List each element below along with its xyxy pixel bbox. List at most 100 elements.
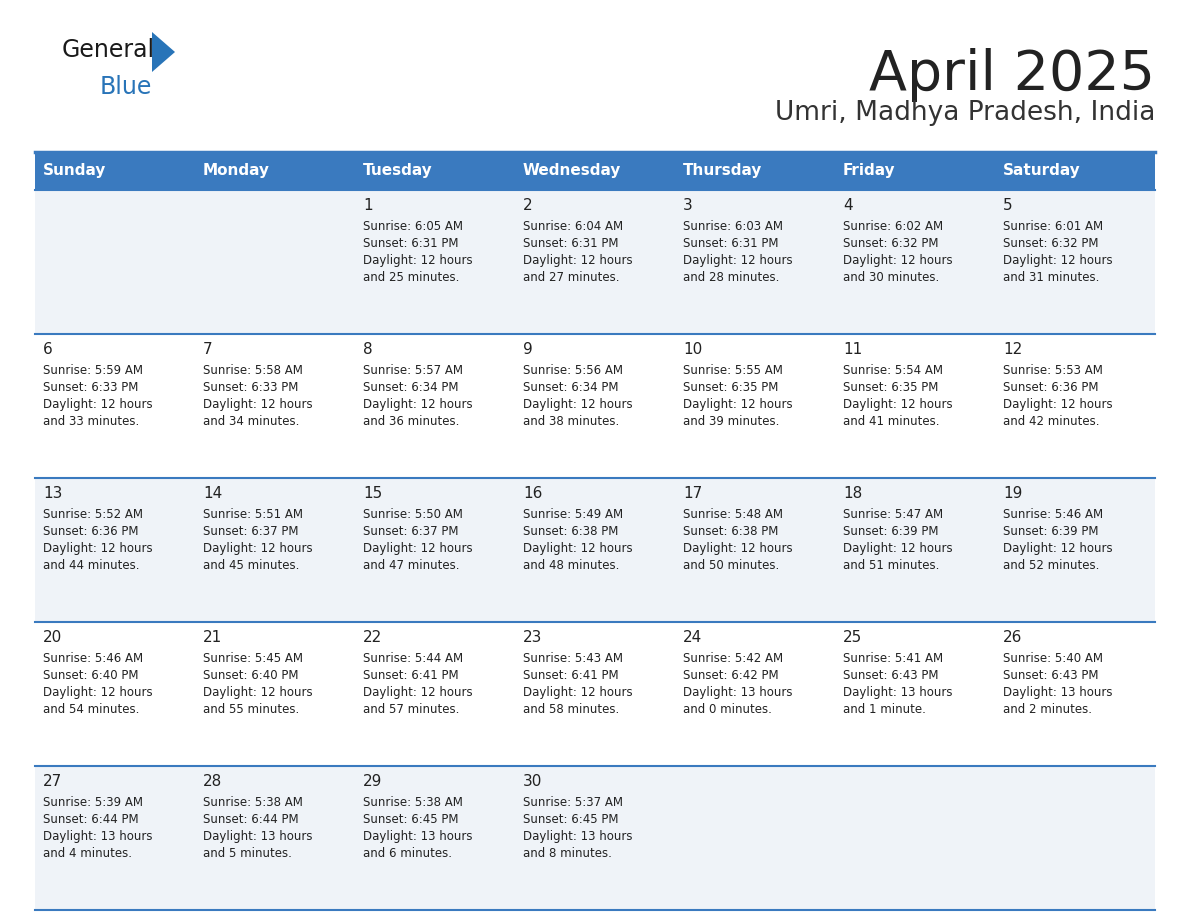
Text: Daylight: 12 hours: Daylight: 12 hours — [683, 398, 792, 411]
Text: Sunset: 6:41 PM: Sunset: 6:41 PM — [364, 669, 459, 682]
Text: Daylight: 12 hours: Daylight: 12 hours — [523, 398, 633, 411]
Text: Thursday: Thursday — [683, 163, 763, 178]
Text: and 54 minutes.: and 54 minutes. — [43, 703, 139, 716]
Text: Sunset: 6:36 PM: Sunset: 6:36 PM — [1003, 381, 1099, 394]
Text: Sunset: 6:36 PM: Sunset: 6:36 PM — [43, 525, 139, 538]
Text: Sunrise: 6:02 AM: Sunrise: 6:02 AM — [843, 220, 943, 233]
Text: 21: 21 — [203, 630, 222, 645]
Bar — [34, 334, 195, 478]
Text: and 0 minutes.: and 0 minutes. — [683, 703, 772, 716]
Text: April 2025: April 2025 — [868, 48, 1155, 102]
Text: Sunrise: 5:54 AM: Sunrise: 5:54 AM — [843, 364, 943, 377]
Text: Sunset: 6:32 PM: Sunset: 6:32 PM — [843, 237, 939, 250]
Text: Sunset: 6:35 PM: Sunset: 6:35 PM — [843, 381, 939, 394]
Text: and 44 minutes.: and 44 minutes. — [43, 559, 139, 572]
Text: Sunrise: 5:49 AM: Sunrise: 5:49 AM — [523, 508, 624, 521]
Text: Sunrise: 6:05 AM: Sunrise: 6:05 AM — [364, 220, 463, 233]
Text: 30: 30 — [523, 774, 543, 789]
Text: Sunset: 6:43 PM: Sunset: 6:43 PM — [843, 669, 939, 682]
Text: Sunset: 6:32 PM: Sunset: 6:32 PM — [1003, 237, 1099, 250]
Text: Sunset: 6:33 PM: Sunset: 6:33 PM — [203, 381, 298, 394]
Text: and 39 minutes.: and 39 minutes. — [683, 415, 779, 428]
Text: 4: 4 — [843, 198, 853, 213]
Bar — [996, 190, 1155, 334]
Text: Sunrise: 5:55 AM: Sunrise: 5:55 AM — [683, 364, 783, 377]
Text: 3: 3 — [683, 198, 693, 213]
Text: General: General — [62, 38, 156, 62]
Text: Sunset: 6:31 PM: Sunset: 6:31 PM — [683, 237, 778, 250]
Text: Daylight: 12 hours: Daylight: 12 hours — [1003, 542, 1113, 555]
Bar — [34, 622, 195, 766]
Bar — [835, 190, 996, 334]
Text: Sunset: 6:35 PM: Sunset: 6:35 PM — [683, 381, 778, 394]
Text: and 45 minutes.: and 45 minutes. — [203, 559, 299, 572]
Text: Daylight: 13 hours: Daylight: 13 hours — [1003, 686, 1112, 699]
Text: Sunset: 6:40 PM: Sunset: 6:40 PM — [43, 669, 139, 682]
Text: Sunrise: 5:47 AM: Sunrise: 5:47 AM — [843, 508, 943, 521]
Text: Sunset: 6:31 PM: Sunset: 6:31 PM — [364, 237, 459, 250]
Bar — [34, 190, 195, 334]
Text: and 6 minutes.: and 6 minutes. — [364, 847, 451, 860]
Text: 12: 12 — [1003, 342, 1022, 357]
Text: Sunrise: 5:46 AM: Sunrise: 5:46 AM — [43, 652, 143, 665]
Text: 29: 29 — [364, 774, 383, 789]
Text: Daylight: 12 hours: Daylight: 12 hours — [364, 686, 473, 699]
Text: Wednesday: Wednesday — [523, 163, 621, 178]
Text: Sunset: 6:39 PM: Sunset: 6:39 PM — [1003, 525, 1099, 538]
Text: and 25 minutes.: and 25 minutes. — [364, 271, 460, 284]
Text: Daylight: 12 hours: Daylight: 12 hours — [523, 254, 633, 267]
Text: Saturday: Saturday — [1003, 163, 1081, 178]
Text: Sunrise: 5:53 AM: Sunrise: 5:53 AM — [1003, 364, 1102, 377]
Text: Sunset: 6:45 PM: Sunset: 6:45 PM — [364, 813, 459, 826]
Text: Sunrise: 5:38 AM: Sunrise: 5:38 AM — [203, 796, 303, 809]
Text: 23: 23 — [523, 630, 543, 645]
Bar — [996, 622, 1155, 766]
Text: Sunset: 6:44 PM: Sunset: 6:44 PM — [203, 813, 298, 826]
Text: 24: 24 — [683, 630, 702, 645]
Text: Sunrise: 5:39 AM: Sunrise: 5:39 AM — [43, 796, 143, 809]
Bar — [34, 478, 195, 622]
Bar — [355, 334, 516, 478]
Text: Monday: Monday — [203, 163, 270, 178]
Text: Sunrise: 5:41 AM: Sunrise: 5:41 AM — [843, 652, 943, 665]
Text: 5: 5 — [1003, 198, 1012, 213]
Text: Daylight: 12 hours: Daylight: 12 hours — [523, 542, 633, 555]
Text: Daylight: 12 hours: Daylight: 12 hours — [843, 254, 953, 267]
Text: Sunrise: 5:38 AM: Sunrise: 5:38 AM — [364, 796, 463, 809]
Text: and 4 minutes.: and 4 minutes. — [43, 847, 132, 860]
Text: Sunset: 6:41 PM: Sunset: 6:41 PM — [523, 669, 619, 682]
Text: 6: 6 — [43, 342, 52, 357]
Text: and 51 minutes.: and 51 minutes. — [843, 559, 940, 572]
Bar — [355, 152, 516, 190]
Text: Daylight: 12 hours: Daylight: 12 hours — [364, 254, 473, 267]
Text: and 55 minutes.: and 55 minutes. — [203, 703, 299, 716]
Text: Sunrise: 5:57 AM: Sunrise: 5:57 AM — [364, 364, 463, 377]
Bar — [195, 334, 355, 478]
Text: 2: 2 — [523, 198, 532, 213]
Bar — [996, 766, 1155, 910]
Bar — [675, 152, 835, 190]
Text: 10: 10 — [683, 342, 702, 357]
Text: Daylight: 12 hours: Daylight: 12 hours — [43, 542, 152, 555]
Text: Sunrise: 5:44 AM: Sunrise: 5:44 AM — [364, 652, 463, 665]
Text: Daylight: 12 hours: Daylight: 12 hours — [364, 398, 473, 411]
Text: Daylight: 13 hours: Daylight: 13 hours — [203, 830, 312, 843]
Bar — [195, 766, 355, 910]
Text: and 28 minutes.: and 28 minutes. — [683, 271, 779, 284]
Bar — [516, 190, 675, 334]
Bar — [675, 622, 835, 766]
Text: Daylight: 13 hours: Daylight: 13 hours — [683, 686, 792, 699]
Text: Sunrise: 5:48 AM: Sunrise: 5:48 AM — [683, 508, 783, 521]
Text: 26: 26 — [1003, 630, 1023, 645]
Bar — [675, 334, 835, 478]
Bar — [835, 766, 996, 910]
Text: Sunrise: 5:37 AM: Sunrise: 5:37 AM — [523, 796, 623, 809]
Text: and 33 minutes.: and 33 minutes. — [43, 415, 139, 428]
Bar — [516, 152, 675, 190]
Bar — [675, 766, 835, 910]
Bar — [675, 190, 835, 334]
Bar — [195, 152, 355, 190]
Text: and 42 minutes.: and 42 minutes. — [1003, 415, 1100, 428]
Text: Sunrise: 5:42 AM: Sunrise: 5:42 AM — [683, 652, 783, 665]
Text: and 30 minutes.: and 30 minutes. — [843, 271, 940, 284]
